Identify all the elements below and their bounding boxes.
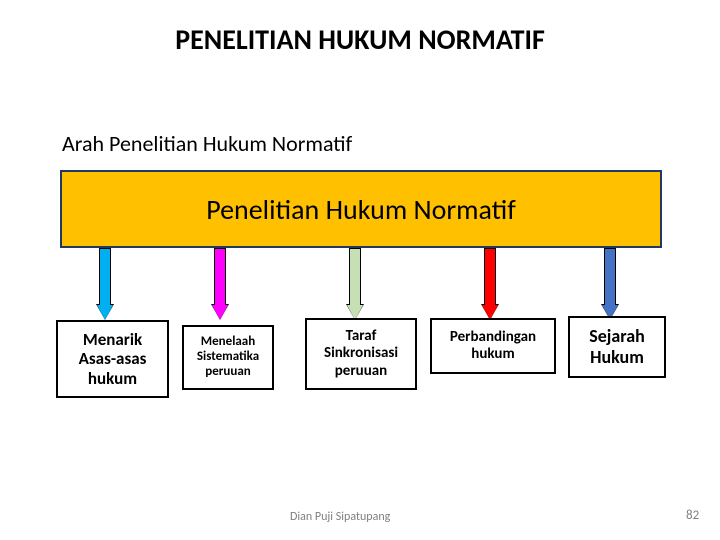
arrow-3 bbox=[484, 248, 496, 320]
slide-subtitle: Arah Penelitian Hukum Normatif bbox=[62, 130, 352, 157]
footer-page-number: 82 bbox=[686, 508, 699, 523]
arrow-0 bbox=[99, 248, 111, 320]
slide-title: PENELITIAN HUKUM NORMATIF bbox=[0, 22, 720, 57]
branch-label-3: Perbandinganhukum bbox=[450, 329, 536, 364]
arrow-4 bbox=[604, 248, 616, 320]
main-box-label: Penelitian Hukum Normatif bbox=[206, 192, 516, 227]
branch-box-4: SejarahHukum bbox=[568, 316, 666, 378]
branch-label-0: MenarikAsas-asashukum bbox=[79, 330, 147, 389]
branch-box-0: MenarikAsas-asashukum bbox=[56, 320, 169, 398]
branch-label-2: TarafSinkronisasiperuuan bbox=[324, 328, 398, 380]
main-box: Penelitian Hukum Normatif bbox=[60, 170, 662, 248]
branch-label-4: SejarahHukum bbox=[589, 326, 645, 367]
branch-box-2: TarafSinkronisasiperuuan bbox=[305, 318, 417, 390]
branch-box-3: Perbandinganhukum bbox=[430, 318, 556, 374]
branch-box-1: MenelaahSistematikaperuuan bbox=[182, 325, 274, 390]
arrow-2 bbox=[349, 248, 361, 320]
footer-author: Dian Puji Sipatupang bbox=[290, 510, 390, 524]
arrow-1 bbox=[214, 248, 226, 320]
branch-label-1: MenelaahSistematikaperuuan bbox=[197, 335, 259, 380]
